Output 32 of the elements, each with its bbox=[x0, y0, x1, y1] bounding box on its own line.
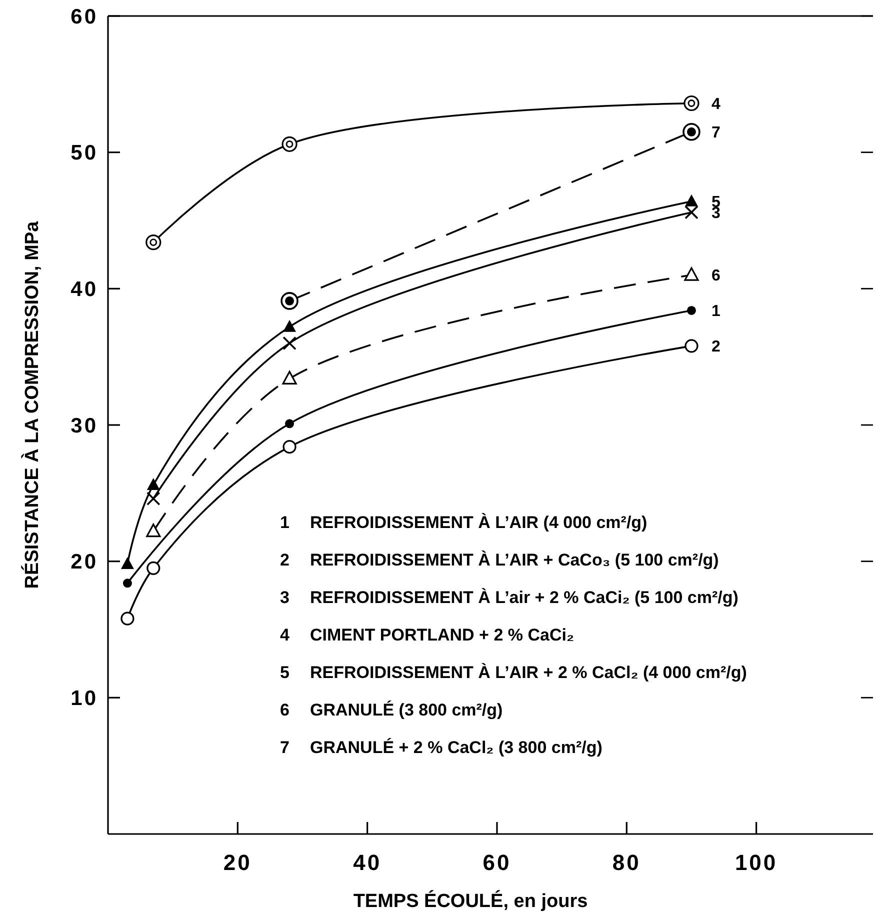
series-label: 4 bbox=[711, 96, 720, 113]
annotation: REFROIDISSEMENT À L’AIR + 2 % CaCl₂ (4 000 cm²/g) bbox=[310, 662, 747, 682]
text: 7 bbox=[280, 738, 290, 757]
x-axis-title: TEMPS ÉCOULÉ, en jours bbox=[353, 890, 588, 912]
series-label: 7 bbox=[711, 124, 720, 142]
y-axis-title: RÉSISTANCE À LA COMPRESSION, MPa bbox=[21, 220, 43, 589]
y-tick-label: 60 bbox=[70, 5, 98, 28]
text: 6 bbox=[280, 700, 290, 720]
text: 3 bbox=[280, 588, 290, 607]
annotation: CIMENT PORTLAND + 2 % CaCi₂ bbox=[310, 626, 574, 644]
text: 4 bbox=[280, 626, 290, 644]
y-tick-label: 40 bbox=[70, 278, 98, 302]
series-label: 1 bbox=[711, 303, 720, 320]
series-label: 2 bbox=[711, 338, 720, 356]
series-label: 6 bbox=[711, 268, 720, 285]
x-tick-label: 100 bbox=[734, 850, 778, 875]
y-tick-label: 30 bbox=[70, 414, 98, 438]
x-tick-label: 60 bbox=[482, 850, 512, 875]
x-tick-label: 20 bbox=[223, 850, 252, 875]
annotation: GRANULÉ + 2 % CaCl₂ (3 800 cm²/g) bbox=[310, 737, 602, 757]
y-tick-label: 10 bbox=[70, 687, 98, 710]
text: 1 bbox=[280, 513, 290, 532]
annotation: REFROIDISSEMENT À L’AIR + CaCo₃ (5 100 cm²/g) bbox=[310, 550, 719, 570]
annotation: REFROIDISSEMENT À L’air + 2 % CaCi₂ (5 100 cm²/g) bbox=[310, 587, 738, 607]
text: 2 bbox=[280, 550, 290, 570]
x-tick-label: 80 bbox=[612, 850, 641, 875]
text: 5 bbox=[280, 663, 290, 682]
y-tick-label: 50 bbox=[70, 142, 98, 165]
annotation: GRANULÉ (3 800 cm²/g) bbox=[310, 700, 503, 720]
annotation: REFROIDISSEMENT À L’AIR (4 000 cm²/g) bbox=[310, 512, 648, 532]
y-tick-label: 20 bbox=[70, 550, 98, 574]
x-tick-label: 40 bbox=[353, 850, 382, 875]
